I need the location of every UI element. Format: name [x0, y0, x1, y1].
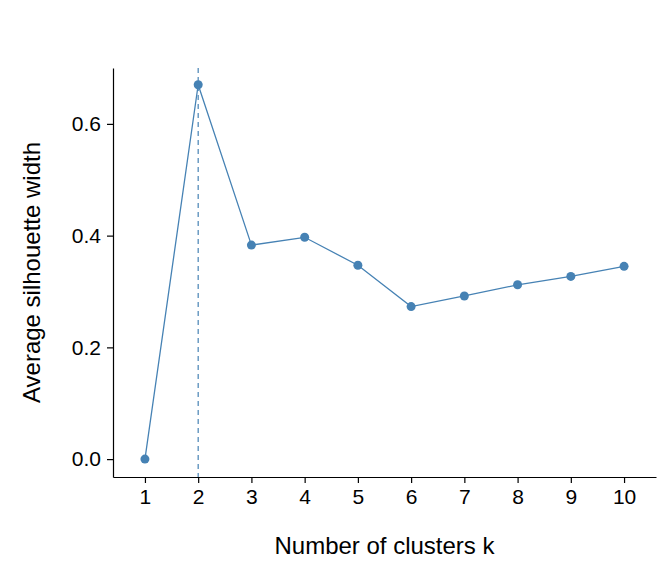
tick-label: 5	[353, 485, 365, 508]
y-axis: 0.0 0.2 0.4 0.6	[72, 69, 114, 478]
tick-mark	[464, 477, 465, 483]
tick-mark	[411, 477, 412, 483]
tick-mark	[107, 236, 113, 237]
tick: 6	[406, 477, 418, 508]
chart: 1 2 3 4 5 6 7 8 9 10 0.0 0.2 0.4 0.6 Number of cluster…	[0, 0, 672, 576]
tick-mark	[624, 477, 625, 483]
point	[194, 80, 203, 89]
tick: 2	[193, 477, 205, 508]
point	[513, 280, 522, 289]
tick-mark	[107, 347, 113, 348]
tick-mark	[571, 477, 572, 483]
tick-mark	[358, 477, 359, 483]
tick: 9	[565, 477, 577, 508]
x-axis: 1 2 3 4 5 6 7 8 9 10	[114, 477, 657, 508]
tick: 7	[459, 477, 471, 508]
tick-label: 1	[140, 485, 152, 508]
tick-label: 6	[406, 485, 418, 508]
tick-mark	[251, 477, 252, 483]
tick: 10	[613, 477, 636, 508]
tick-mark	[107, 459, 113, 460]
point	[407, 302, 416, 311]
point	[620, 262, 629, 271]
point	[140, 455, 149, 464]
axis-line	[114, 477, 657, 478]
tick-label: 7	[459, 485, 471, 508]
tick: 1	[140, 477, 152, 508]
point	[353, 261, 362, 270]
tick: 0.4	[72, 224, 113, 247]
x-axis-title: Number of clusters k	[274, 532, 495, 559]
tick: 5	[353, 477, 365, 508]
tick-mark	[198, 477, 199, 483]
tick-mark	[145, 477, 146, 483]
tick-label: 9	[565, 485, 577, 508]
tick: 3	[246, 477, 258, 508]
point	[300, 233, 309, 242]
point	[460, 291, 469, 300]
tick-mark	[305, 477, 306, 483]
tick-label: 10	[613, 485, 636, 508]
tick-label: 4	[299, 485, 311, 508]
tick: 4	[299, 477, 311, 508]
axis-line	[113, 69, 114, 478]
tick-label: 0.4	[72, 224, 102, 247]
tick-label: 2	[193, 485, 205, 508]
point	[566, 272, 575, 281]
plot: 1 2 3 4 5 6 7 8 9 10 0.0 0.2 0.4 0.6	[72, 68, 657, 508]
tick: 8	[512, 477, 524, 508]
tick-mark	[107, 124, 113, 125]
point	[247, 241, 256, 250]
tick-label: 8	[512, 485, 524, 508]
tick-label: 3	[246, 485, 258, 508]
tick-label: 0.2	[72, 336, 101, 359]
y-axis-title: Average silhouette width	[18, 142, 45, 403]
tick-mark	[517, 477, 518, 483]
reference-line	[198, 68, 199, 477]
tick: 0.6	[72, 112, 113, 135]
tick: 0.0	[72, 447, 113, 470]
tick-label: 0.6	[72, 112, 101, 135]
series-line	[145, 85, 624, 459]
tick-label: 0.0	[72, 447, 101, 470]
marks	[140, 68, 628, 477]
tick: 0.2	[72, 336, 113, 359]
